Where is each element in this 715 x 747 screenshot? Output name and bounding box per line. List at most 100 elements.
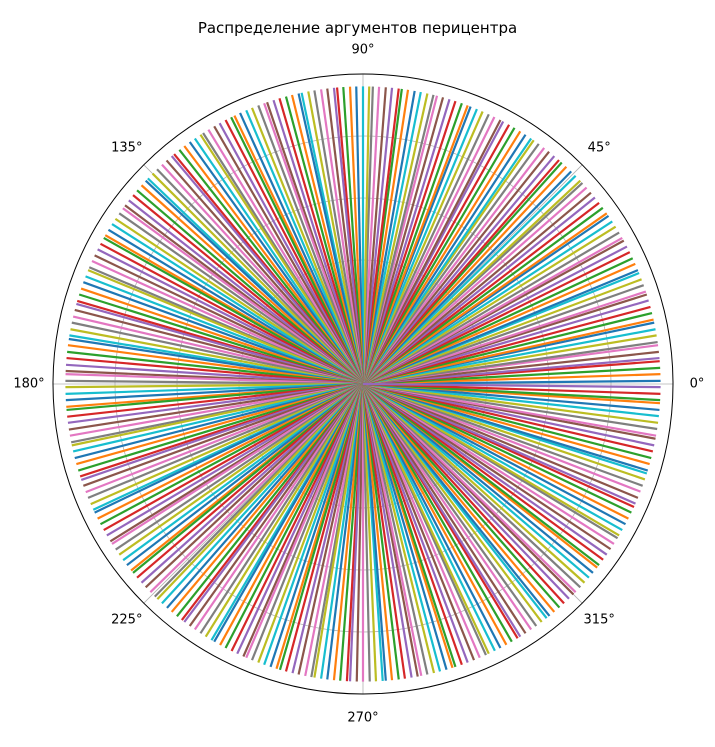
theta-tick-label-1: 45° — [588, 140, 611, 155]
series-line-230 — [326, 383, 365, 680]
series-line-282 — [362, 383, 600, 567]
series-line-306 — [362, 382, 657, 437]
series-line-70 — [361, 90, 416, 385]
series-line-280 — [362, 383, 594, 574]
series-line-273 — [362, 383, 565, 605]
series-line-51 — [362, 130, 522, 385]
series-line-142 — [78, 293, 364, 386]
series-line-86 — [319, 89, 365, 385]
series-line-190 — [126, 383, 364, 567]
series-line-127 — [118, 212, 364, 385]
series-line-81 — [348, 86, 365, 385]
series-line-73 — [361, 88, 400, 385]
series-line-110 — [188, 141, 364, 385]
series-line-219 — [263, 383, 365, 666]
polar-frame — [52, 73, 674, 695]
series-line-153 — [66, 356, 364, 386]
series-line-160 — [65, 382, 364, 402]
series-line-206 — [193, 383, 364, 631]
series-line-33 — [362, 201, 600, 385]
series-line-134 — [97, 248, 364, 385]
series-line-158 — [65, 382, 364, 389]
series-line-57 — [362, 113, 490, 385]
series-line-16 — [362, 290, 647, 386]
series-line-291 — [362, 383, 629, 520]
series-line-114 — [170, 155, 364, 385]
series-line-295 — [362, 382, 639, 499]
series-line-267 — [362, 383, 538, 627]
series-line-49 — [362, 137, 533, 385]
series-layer — [65, 86, 661, 682]
series-line-225 — [297, 383, 365, 675]
series-line-40 — [362, 170, 573, 385]
series-line-132 — [103, 236, 364, 385]
series-line-234 — [348, 383, 365, 682]
series-line-22 — [362, 257, 634, 385]
series-line-147 — [71, 321, 364, 386]
series-line-265 — [362, 383, 527, 634]
series-line-112 — [178, 149, 364, 385]
series-line-260 — [362, 383, 502, 649]
series-line-166 — [69, 382, 364, 437]
series-line-195 — [144, 383, 364, 589]
series-line-214 — [236, 383, 364, 655]
series-line-11 — [362, 318, 654, 386]
series-line-212 — [224, 383, 364, 649]
series-line-92 — [284, 96, 365, 385]
theta-tick-label-7: 315° — [584, 613, 615, 628]
series-line-286 — [362, 383, 615, 545]
series-line-182 — [99, 383, 364, 526]
series-line-24 — [362, 245, 628, 385]
series-line-171 — [76, 382, 364, 466]
series-line-308 — [362, 382, 659, 424]
series-line-289 — [362, 383, 623, 532]
series-line-180 — [94, 383, 364, 514]
series-line-271 — [362, 383, 556, 613]
series-line-129 — [111, 223, 364, 385]
theta-tick-label-5: 225° — [111, 613, 142, 628]
series-line-105 — [213, 125, 364, 385]
series-line-276 — [362, 383, 577, 594]
series-line-99 — [245, 109, 365, 385]
series-line-103 — [224, 119, 364, 385]
frame-layer — [52, 73, 674, 695]
series-line-217 — [250, 383, 365, 661]
series-line-297 — [362, 382, 644, 487]
series-line-258 — [362, 383, 490, 655]
series-line-140 — [82, 281, 364, 386]
series-line-223 — [284, 383, 365, 672]
series-line-84 — [332, 87, 365, 385]
series-line-199 — [161, 383, 364, 605]
series-line-90 — [297, 93, 365, 385]
series-line-300 — [362, 382, 649, 472]
series-line-169 — [72, 382, 364, 453]
series-line-256 — [361, 383, 481, 659]
series-line-193 — [136, 383, 364, 579]
series-line-64 — [361, 98, 451, 385]
series-line-13 — [362, 305, 651, 386]
series-line-278 — [362, 383, 586, 584]
series-line-138 — [87, 269, 364, 386]
series-line-314 — [362, 382, 661, 389]
series-line-97 — [257, 105, 365, 385]
theta-tick-label-0: 0° — [690, 377, 705, 392]
series-line-38 — [362, 179, 582, 385]
series-line-208 — [204, 383, 364, 638]
tick-label-layer: 0° 45° 90° 135° 180° 225° 270° 315° — [13, 43, 704, 726]
theta-tick-label-6: 270° — [347, 711, 378, 726]
series-line-75 — [361, 87, 387, 385]
series-line-145 — [74, 308, 364, 386]
series-line-164 — [67, 382, 364, 424]
series-line-53 — [362, 124, 511, 385]
series-line-284 — [362, 383, 608, 556]
series-line-108 — [199, 134, 364, 385]
series-line-9 — [362, 328, 656, 386]
theta-tick-label-4: 180° — [13, 377, 44, 392]
series-line-62 — [361, 102, 463, 385]
series-line-118 — [151, 172, 364, 385]
theta-tick-label-2: 90° — [351, 43, 374, 58]
series-line-310 — [362, 382, 660, 412]
series-line-29 — [362, 220, 613, 385]
